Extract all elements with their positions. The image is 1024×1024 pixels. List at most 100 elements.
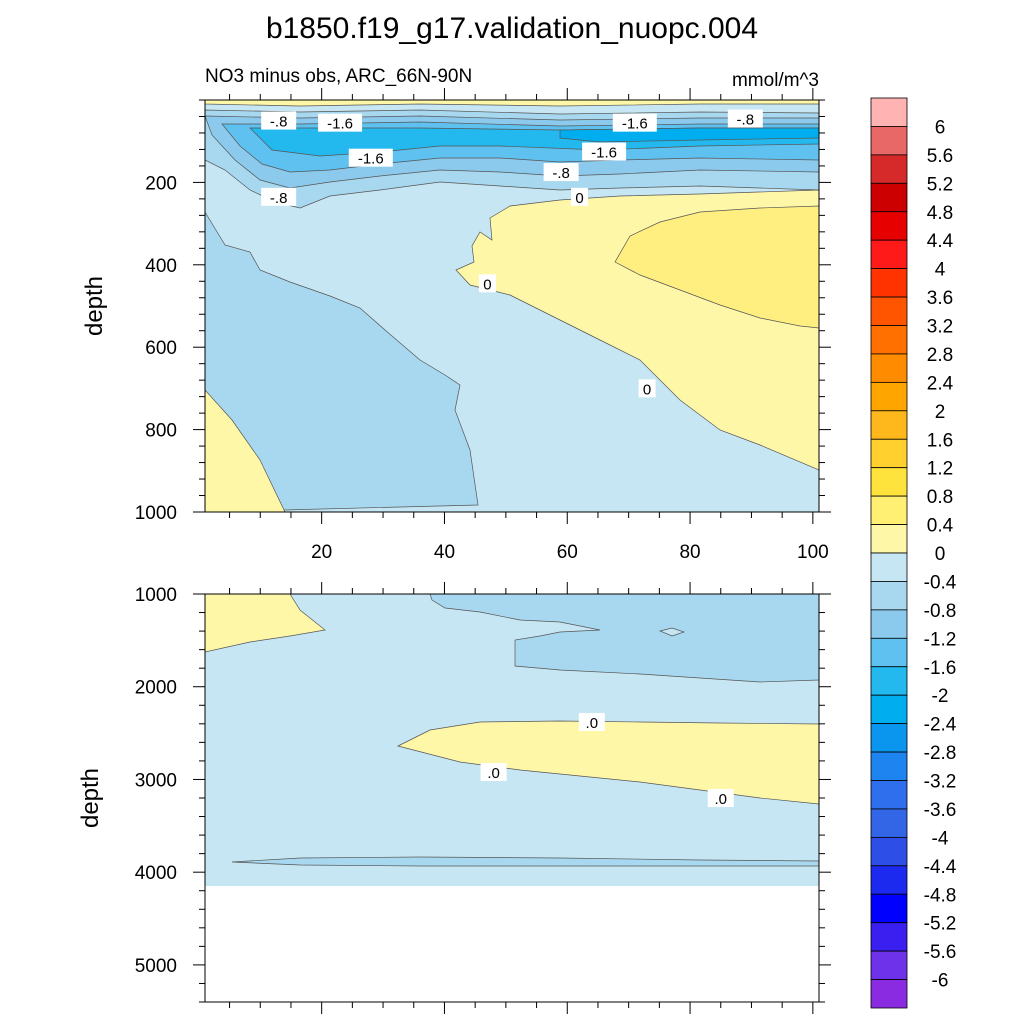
colorbar-label: 2.8 [927, 345, 953, 366]
figure-title: b1850.f19_g17.validation_nuopc.004 [266, 12, 758, 45]
contour-label-bg [261, 111, 297, 130]
fill-band-0-to-0.4-bottom-left [205, 389, 286, 512]
colorbar-label: 1.6 [927, 430, 953, 451]
colorbar-label: 0.8 [927, 487, 953, 508]
colorbar-swatch [870, 154, 908, 184]
colorbar-swatch [870, 836, 908, 867]
contour-label-text: 0 [643, 381, 651, 398]
contour-label: -1.6 [318, 113, 363, 133]
left-subtitle: NO3 minus obs, ARC_66N-90N [205, 66, 472, 87]
colorbar-swatch [870, 381, 908, 412]
x-tick-label: 40 [434, 542, 455, 563]
right-subtitle: mmol/m^3 [732, 70, 819, 91]
contour-label-text: -.8 [737, 112, 755, 129]
contour-label-bg [612, 113, 657, 132]
colorbar-swatch [870, 467, 908, 497]
colorbar-swatch [870, 495, 908, 525]
contour-label-text: .0 [586, 715, 599, 732]
colorbar-label: -0.8 [924, 601, 957, 622]
colorbar-swatch [870, 410, 908, 440]
contour-label-bg [478, 274, 496, 293]
contour-label-bg [727, 109, 763, 128]
colorbar-label: 5.6 [927, 146, 953, 167]
lower-contour-fills [205, 594, 819, 886]
colorbar-label: 4.4 [927, 231, 954, 252]
colorbar-label: 2.4 [927, 373, 954, 394]
colorbar-label: -2.8 [924, 743, 957, 764]
y-tick-label: 5000 [135, 956, 177, 977]
colorbar-label: 6 [935, 117, 946, 138]
contour-label-text: -1.6 [591, 145, 617, 162]
colorbar-label: -2 [932, 686, 949, 707]
colorbar-swatch [870, 325, 908, 355]
y-tick-label: 600 [145, 338, 177, 359]
x-tick-label: 100 [797, 542, 829, 563]
colorbar-swatch [870, 268, 908, 298]
colorbar-swatch [870, 865, 908, 895]
colorbar-swatch [870, 893, 908, 924]
y-tick-label: 1000 [135, 503, 177, 524]
colorbar-swatch [870, 723, 908, 753]
contour-label-text: -.8 [270, 190, 288, 207]
contour-label-text: .0 [487, 765, 500, 782]
upper-plot-frame [204, 99, 820, 513]
colorbar-swatch [870, 524, 908, 554]
contour-label-bg [578, 712, 605, 731]
contour-label: .0 [578, 712, 605, 732]
contour-label: -1.6 [582, 142, 627, 162]
contour-label: 0 [571, 187, 589, 207]
colorbar-swatch [870, 694, 908, 725]
colorbar-label: 5.2 [927, 174, 953, 195]
colorbar-swatch [870, 239, 908, 270]
contour-label: .0 [480, 763, 507, 782]
y-tick-label: 2000 [135, 678, 177, 699]
lower-y-axis-label: depth [77, 768, 104, 828]
colorbar-label: -3.6 [924, 800, 957, 821]
colorbar-label: 0 [935, 544, 946, 565]
contour-label-bg [318, 113, 363, 132]
contour-label-text: .0 [715, 791, 728, 808]
contour-label-text: 0 [483, 276, 491, 293]
contour-label-bg [638, 379, 656, 398]
contour-label-text: -1.6 [327, 116, 353, 133]
contour-label-text: 0 [575, 190, 583, 207]
fill-band-positive-top-left [205, 594, 326, 653]
colorbar-label: -6 [932, 971, 949, 992]
colorbar-label: -4.8 [924, 885, 957, 906]
colorbar-label: -3.2 [924, 772, 957, 793]
colorbar-swatch [870, 97, 908, 127]
contour-label: -.8 [727, 109, 763, 129]
y-tick-label: 3000 [135, 770, 177, 791]
colorbar-swatch [870, 211, 908, 241]
fill-band-minus-0.4-thin-bottom [231, 856, 819, 867]
lower-panel: 1000 2000 3000 4000 5000 .0 .0 .0 depth [77, 582, 831, 1014]
colorbar-swatch [870, 666, 908, 696]
x-tick-label: 80 [679, 542, 700, 563]
lower-axis-ticks: 1000 2000 3000 4000 5000 [135, 582, 831, 1014]
lower-contour-labels: .0 .0 .0 [480, 712, 734, 808]
upper-contour-fills [205, 100, 819, 512]
fill-island-lower [658, 627, 686, 637]
colorbar-swatch [870, 609, 908, 639]
contour-label-bg [571, 187, 589, 206]
y-tick-label: 400 [145, 256, 177, 277]
contour-label-text: -1.6 [358, 151, 384, 168]
fill-band-0.4-to-0.8-right [614, 205, 819, 329]
x-tick-label: 20 [311, 542, 332, 563]
colorbar-swatch [870, 182, 908, 213]
upper-y-axis-label: depth [81, 276, 108, 336]
fill-band-surface-positive [205, 100, 819, 107]
colorbar-swatch [870, 950, 908, 980]
colorbar-swatch [870, 296, 908, 326]
colorbar-label: -2.4 [924, 715, 957, 736]
colorbar-swatch [870, 780, 908, 810]
contour-label: 0 [638, 379, 656, 398]
contour-label: -1.6 [348, 148, 393, 168]
colorbar-label: -1.6 [924, 658, 957, 679]
colorbar-swatch [870, 438, 908, 469]
colorbar-swatch [870, 552, 908, 582]
colorbar-swatch [870, 751, 908, 781]
colorbar-label: 1.2 [927, 459, 953, 480]
fill-band-minus-0.4-to-minus-0.8-lower [429, 594, 819, 683]
